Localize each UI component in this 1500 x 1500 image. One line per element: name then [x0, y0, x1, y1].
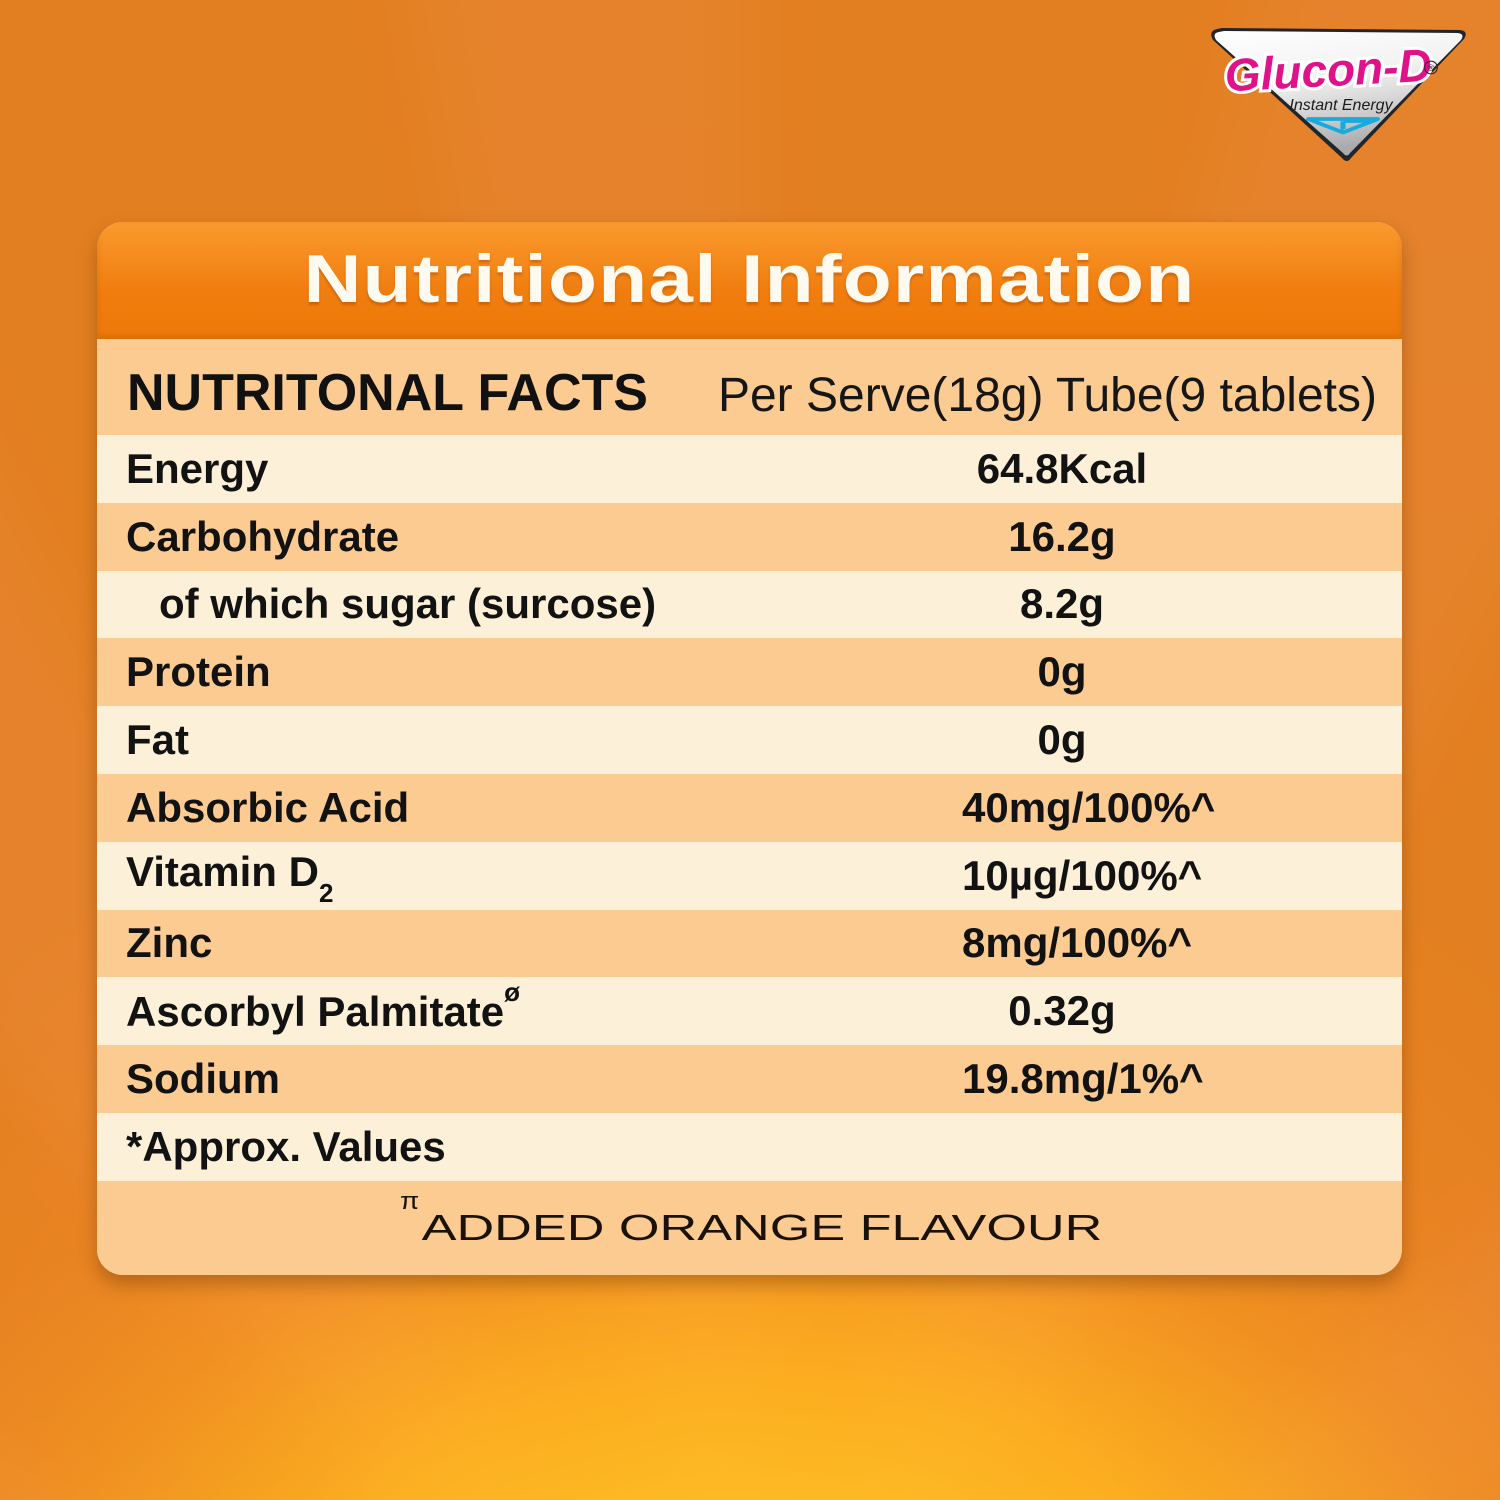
svg-text:®: ®: [1428, 63, 1435, 74]
svg-text:Glucon-D: Glucon-D: [1223, 39, 1432, 102]
svg-text:Instant Energy: Instant Energy: [1289, 97, 1393, 114]
